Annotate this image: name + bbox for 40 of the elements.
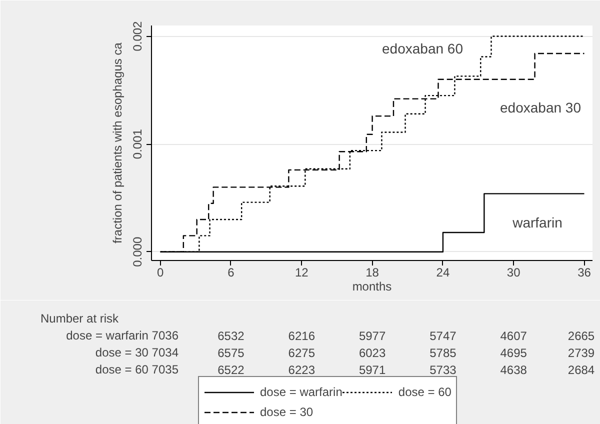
y-axis-title: fraction of patients with esophagus ca — [110, 42, 124, 244]
legend-label: dose = 30 — [260, 405, 314, 419]
text: 2684 — [568, 363, 595, 377]
x-tick-label: 6 — [228, 266, 235, 280]
text: 5971 — [358, 363, 386, 377]
text: dose = 30 7034 — [95, 346, 179, 360]
legend-label: dose = warfarin — [260, 385, 342, 399]
x-tick-label: 0 — [156, 266, 164, 280]
text: 6023 — [358, 346, 386, 360]
x-tick-label: 24 — [436, 266, 450, 280]
y-tick-label: 0.001 — [130, 128, 144, 160]
text: 6575 — [218, 346, 245, 360]
text: 5977 — [358, 329, 386, 343]
text: Number at risk — [40, 312, 120, 326]
text: dose = 60 7035 — [95, 362, 179, 376]
text: 5733 — [430, 363, 457, 377]
annotation: warfarin — [512, 214, 562, 230]
annotation: edoxaban 30 — [500, 100, 582, 116]
text: 6522 — [218, 363, 245, 377]
text: 2665 — [568, 329, 595, 343]
text: 4638 — [500, 363, 528, 377]
x-tick-label: 18 — [366, 266, 380, 280]
x-tick-label: 12 — [294, 266, 309, 280]
text: 5747 — [430, 329, 457, 343]
x-tick-label: 30 — [506, 266, 521, 280]
text: 4695 — [500, 346, 528, 360]
y-tick-label: 0.000 — [130, 236, 144, 267]
text: 6216 — [288, 329, 316, 343]
y-tick-label: 0.002 — [130, 20, 144, 52]
legend-label: dose = 60 — [398, 385, 452, 399]
text: 6275 — [288, 346, 316, 360]
text: 4607 — [500, 329, 528, 343]
text: dose = warfarin 7036 — [66, 328, 179, 342]
text: 2739 — [568, 346, 595, 360]
text: 6223 — [288, 363, 316, 377]
text: 5785 — [430, 346, 457, 360]
x-tick-label: 36 — [578, 266, 592, 280]
text: 6532 — [218, 329, 245, 343]
annotation: edoxaban 60 — [382, 40, 464, 56]
x-axis-title: months — [352, 280, 392, 294]
